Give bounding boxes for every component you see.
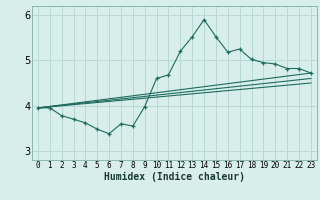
X-axis label: Humidex (Indice chaleur): Humidex (Indice chaleur) [104, 172, 245, 182]
